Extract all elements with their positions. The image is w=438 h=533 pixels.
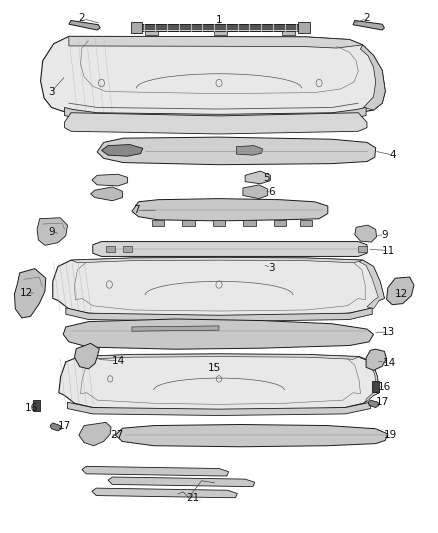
Polygon shape xyxy=(366,349,387,370)
Polygon shape xyxy=(102,144,143,156)
Text: 14: 14 xyxy=(383,358,396,368)
Polygon shape xyxy=(91,187,122,201)
Polygon shape xyxy=(274,220,286,226)
Text: 9: 9 xyxy=(48,227,55,237)
Polygon shape xyxy=(14,269,46,318)
Polygon shape xyxy=(141,25,300,30)
Polygon shape xyxy=(282,31,295,35)
Polygon shape xyxy=(245,171,270,184)
Polygon shape xyxy=(358,246,367,252)
Text: 16: 16 xyxy=(378,382,391,392)
Polygon shape xyxy=(93,241,367,256)
Text: 17: 17 xyxy=(375,397,389,407)
Polygon shape xyxy=(69,36,363,48)
Text: 5: 5 xyxy=(264,173,270,183)
Polygon shape xyxy=(355,225,377,242)
Polygon shape xyxy=(213,220,225,226)
Polygon shape xyxy=(131,22,142,33)
Polygon shape xyxy=(300,220,312,226)
Polygon shape xyxy=(183,220,194,226)
Polygon shape xyxy=(387,277,414,305)
Polygon shape xyxy=(41,36,385,116)
Text: 12: 12 xyxy=(395,289,408,299)
Polygon shape xyxy=(69,20,100,30)
Text: 16: 16 xyxy=(25,402,38,413)
Polygon shape xyxy=(152,220,164,226)
Text: 1: 1 xyxy=(215,15,223,26)
Text: 13: 13 xyxy=(382,327,396,337)
Polygon shape xyxy=(138,23,302,31)
Polygon shape xyxy=(37,217,67,245)
Text: 9: 9 xyxy=(381,230,388,240)
Text: 3: 3 xyxy=(268,263,275,272)
Polygon shape xyxy=(353,20,385,30)
Text: 2: 2 xyxy=(364,13,370,23)
Polygon shape xyxy=(50,423,61,431)
Polygon shape xyxy=(79,422,111,446)
Polygon shape xyxy=(214,31,226,35)
Text: 3: 3 xyxy=(48,86,55,96)
Polygon shape xyxy=(64,113,367,134)
Text: 14: 14 xyxy=(112,356,126,366)
Polygon shape xyxy=(368,400,379,408)
Text: 19: 19 xyxy=(384,430,398,440)
Polygon shape xyxy=(53,257,385,317)
Polygon shape xyxy=(237,146,262,155)
Polygon shape xyxy=(132,199,328,221)
Text: 4: 4 xyxy=(390,150,396,160)
Polygon shape xyxy=(59,354,379,411)
Polygon shape xyxy=(372,381,379,392)
Polygon shape xyxy=(145,31,158,35)
Polygon shape xyxy=(33,400,40,411)
Polygon shape xyxy=(63,319,374,349)
Text: 7: 7 xyxy=(133,205,140,215)
Text: 12: 12 xyxy=(20,288,33,298)
Polygon shape xyxy=(74,343,99,369)
Text: 15: 15 xyxy=(208,364,221,373)
Polygon shape xyxy=(360,45,385,110)
Text: 11: 11 xyxy=(382,246,396,256)
Polygon shape xyxy=(244,220,255,226)
Polygon shape xyxy=(106,246,115,252)
Polygon shape xyxy=(359,357,379,402)
Polygon shape xyxy=(108,477,254,487)
Text: 17: 17 xyxy=(58,421,71,431)
Polygon shape xyxy=(123,246,132,252)
Polygon shape xyxy=(92,488,237,498)
Polygon shape xyxy=(359,260,385,309)
Polygon shape xyxy=(67,402,371,416)
Polygon shape xyxy=(92,174,127,186)
Text: 27: 27 xyxy=(110,430,124,440)
Polygon shape xyxy=(243,185,268,199)
Polygon shape xyxy=(132,326,219,331)
Polygon shape xyxy=(298,22,310,33)
Text: 21: 21 xyxy=(186,492,200,503)
Polygon shape xyxy=(116,424,388,447)
Polygon shape xyxy=(79,354,359,359)
Polygon shape xyxy=(82,466,229,476)
Polygon shape xyxy=(64,108,366,122)
Polygon shape xyxy=(97,137,376,165)
Polygon shape xyxy=(66,308,372,321)
Polygon shape xyxy=(71,257,363,263)
Text: 2: 2 xyxy=(78,13,85,23)
Text: 6: 6 xyxy=(268,187,275,197)
